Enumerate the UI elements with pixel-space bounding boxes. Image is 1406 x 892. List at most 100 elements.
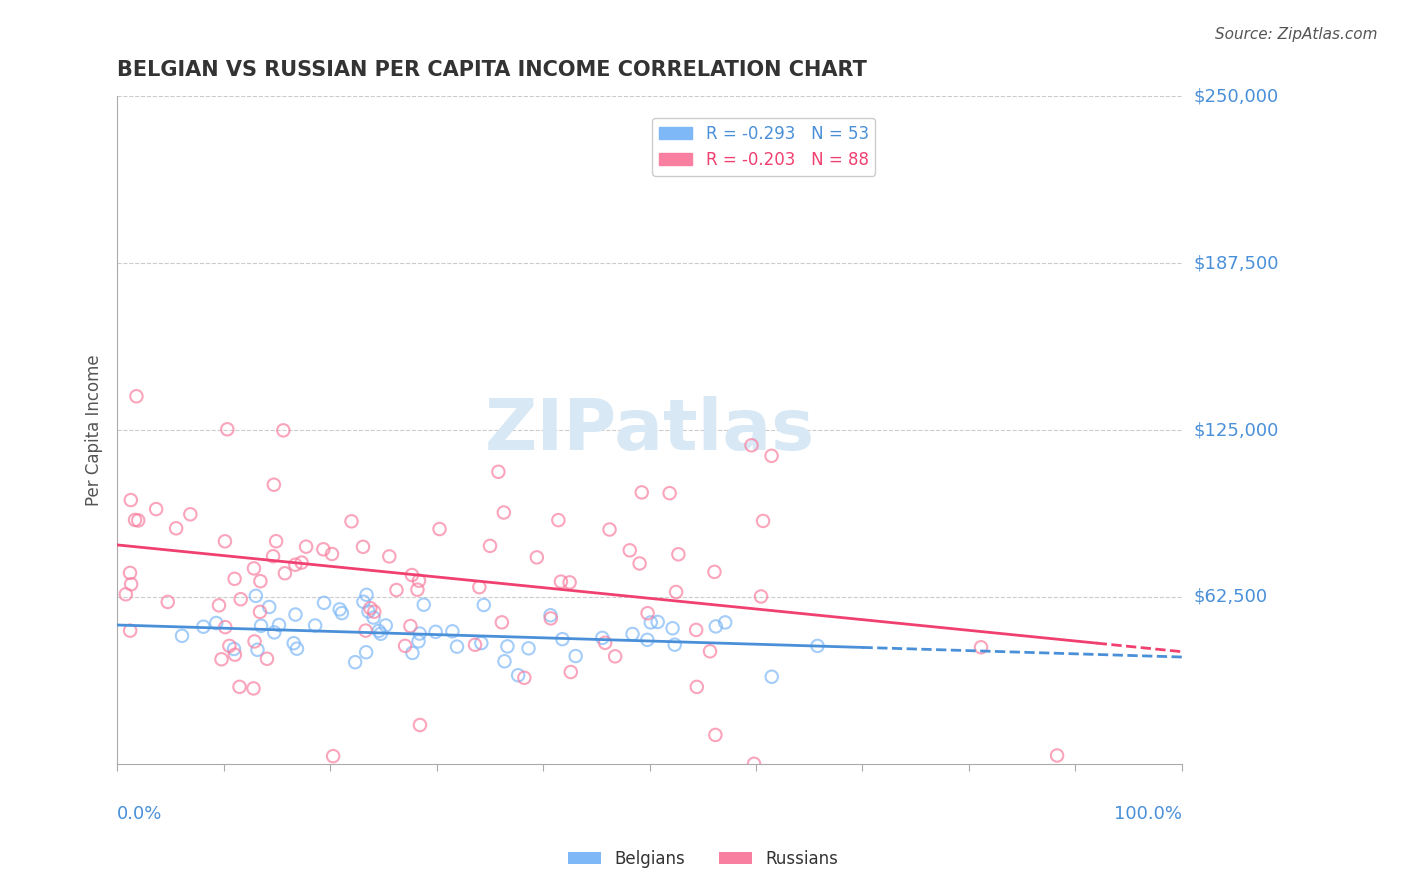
Point xyxy=(703,565,725,579)
Point xyxy=(249,574,271,589)
Point xyxy=(208,599,231,613)
Point xyxy=(363,610,385,624)
Point xyxy=(408,574,430,588)
Point xyxy=(558,575,581,590)
Point xyxy=(399,619,422,633)
Point xyxy=(630,485,652,500)
Point xyxy=(749,590,772,604)
Point xyxy=(170,629,193,643)
Point xyxy=(114,587,136,601)
Point xyxy=(517,641,540,656)
Point xyxy=(425,624,447,639)
Point xyxy=(408,626,430,640)
Point xyxy=(267,618,290,632)
Point xyxy=(547,513,569,527)
Point xyxy=(222,642,245,657)
Point xyxy=(120,624,142,638)
Point xyxy=(540,608,562,623)
Point xyxy=(686,680,709,694)
Point xyxy=(479,539,502,553)
Point xyxy=(661,621,683,635)
Point xyxy=(742,756,765,771)
Point xyxy=(401,568,423,582)
Point xyxy=(658,486,681,500)
Point xyxy=(193,620,215,634)
Point xyxy=(628,557,651,571)
Point xyxy=(304,618,326,632)
Point xyxy=(406,582,429,597)
Point xyxy=(356,588,378,602)
Point xyxy=(125,389,148,403)
Point xyxy=(211,652,233,666)
Point xyxy=(508,668,530,682)
Point xyxy=(214,620,236,634)
Point xyxy=(1046,748,1069,763)
Point xyxy=(378,549,401,564)
Point xyxy=(401,646,423,660)
Point xyxy=(273,423,295,437)
Point xyxy=(761,449,783,463)
Point xyxy=(752,514,775,528)
Point xyxy=(640,615,662,630)
Text: $250,000: $250,000 xyxy=(1194,87,1278,105)
Point xyxy=(464,638,486,652)
Point xyxy=(257,599,280,614)
Point xyxy=(664,638,686,652)
Point xyxy=(446,640,468,654)
Point xyxy=(704,619,727,633)
Point xyxy=(312,596,335,610)
Legend: Belgians, Russians: Belgians, Russians xyxy=(561,844,845,875)
Point xyxy=(496,640,519,654)
Point xyxy=(344,655,367,669)
Point xyxy=(704,728,727,742)
Point xyxy=(491,615,513,630)
Point xyxy=(249,605,271,619)
Point xyxy=(274,566,297,581)
Point xyxy=(593,636,616,650)
Point xyxy=(321,547,343,561)
Point xyxy=(330,606,353,620)
Point xyxy=(243,634,266,648)
Point xyxy=(242,681,264,696)
Point xyxy=(599,523,621,537)
Point xyxy=(591,631,613,645)
Point xyxy=(329,602,352,616)
Point xyxy=(352,540,374,554)
Point xyxy=(408,634,430,648)
Point xyxy=(352,595,374,609)
Point xyxy=(263,477,285,491)
Point xyxy=(367,624,389,638)
Point xyxy=(224,572,246,586)
Point xyxy=(970,640,993,655)
Point xyxy=(284,607,307,622)
Point xyxy=(637,606,659,620)
Point xyxy=(409,718,432,732)
Point xyxy=(441,624,464,639)
Point xyxy=(636,632,658,647)
Point xyxy=(262,549,284,564)
Point xyxy=(412,598,434,612)
Text: ZIPatlas: ZIPatlas xyxy=(485,396,814,465)
Point xyxy=(165,521,187,535)
Point xyxy=(605,649,627,664)
Point xyxy=(468,580,491,594)
Point xyxy=(685,623,707,637)
Point xyxy=(363,605,385,619)
Point xyxy=(120,493,142,508)
Point xyxy=(394,639,416,653)
Point xyxy=(714,615,737,630)
Point xyxy=(118,566,141,580)
Point xyxy=(370,627,392,641)
Point xyxy=(127,513,149,527)
Point xyxy=(218,639,240,653)
Point xyxy=(513,671,536,685)
Point xyxy=(263,625,285,640)
Point xyxy=(284,558,307,572)
Point xyxy=(551,632,574,647)
Point xyxy=(312,542,335,557)
Point xyxy=(245,589,267,603)
Text: Source: ZipAtlas.com: Source: ZipAtlas.com xyxy=(1215,27,1378,42)
Point xyxy=(359,601,381,615)
Text: 100.0%: 100.0% xyxy=(1114,805,1182,823)
Point xyxy=(250,619,273,633)
